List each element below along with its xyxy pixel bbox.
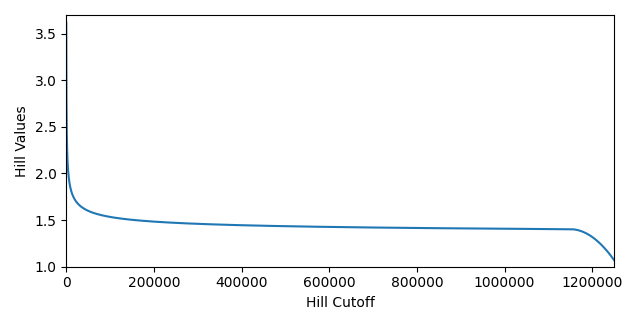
X-axis label: Hill Cutoff: Hill Cutoff xyxy=(306,296,374,310)
Y-axis label: Hill Values: Hill Values xyxy=(15,105,29,177)
